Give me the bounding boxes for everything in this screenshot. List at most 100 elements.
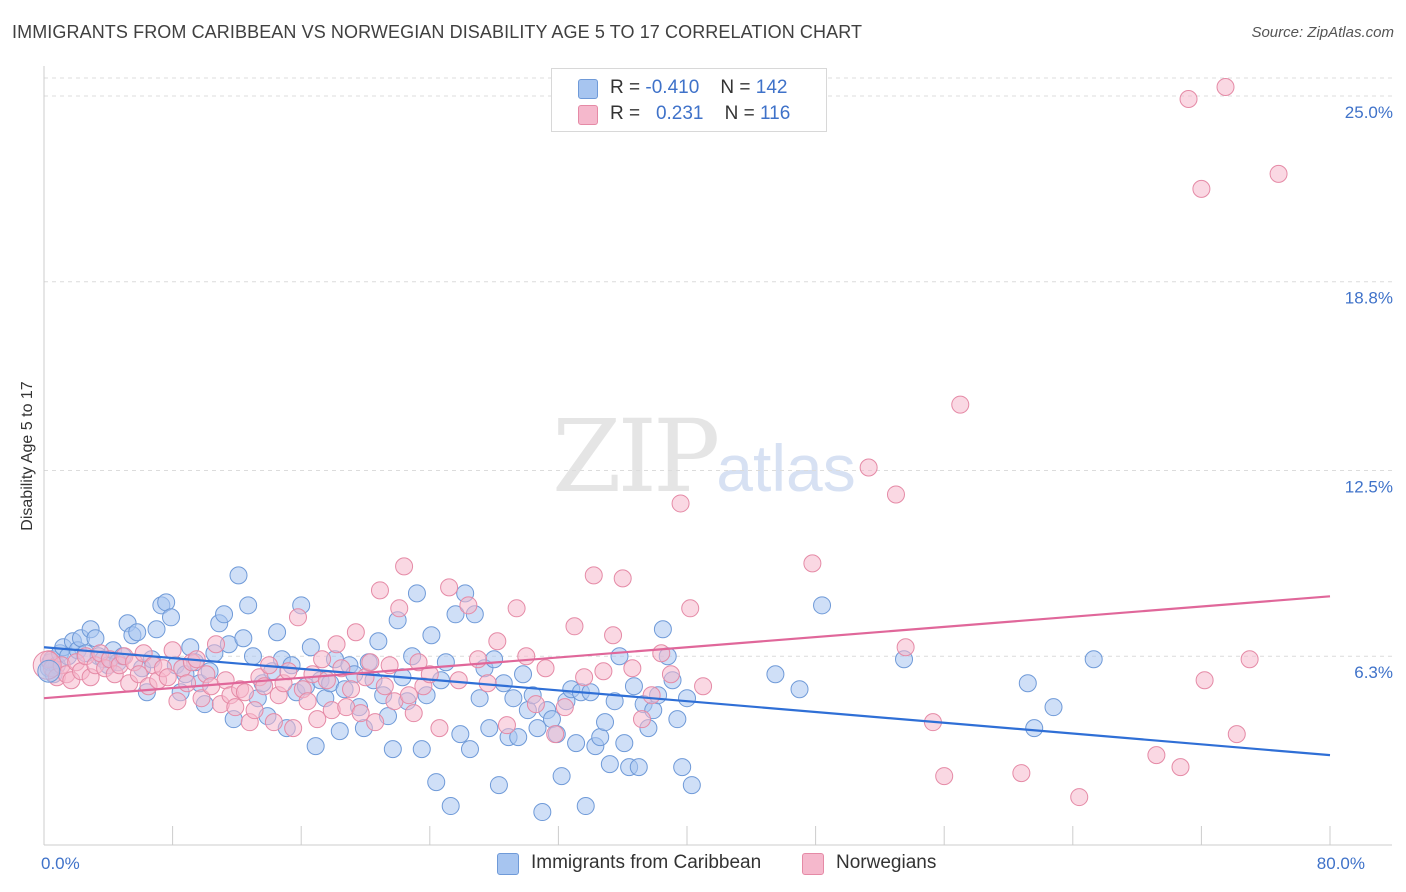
bottom-legend-label-norwegians: Norwegians bbox=[836, 852, 937, 873]
point-caribbean bbox=[157, 593, 176, 612]
point-caribbean bbox=[147, 620, 166, 639]
point-caribbean bbox=[229, 566, 248, 585]
point-caribbean bbox=[215, 605, 234, 624]
point-caribbean bbox=[682, 776, 701, 795]
point-caribbean bbox=[412, 740, 431, 759]
legend-n-value: 116 bbox=[760, 103, 791, 124]
stats-legend: R = -0.410 N = 142 R = 0.231 N = 116 bbox=[551, 68, 827, 132]
point-norwegian bbox=[440, 578, 459, 597]
point-norwegian bbox=[390, 599, 409, 618]
bottom-legend-swatch-caribbean bbox=[497, 853, 519, 875]
chart-title: IMMIGRANTS FROM CARIBBEAN VS NORWEGIAN D… bbox=[12, 22, 863, 42]
watermark-atlas: atlas bbox=[716, 431, 856, 505]
point-caribbean bbox=[436, 653, 455, 672]
point-norwegian bbox=[298, 692, 317, 711]
point-norwegian bbox=[216, 671, 235, 690]
point-norwegian bbox=[681, 599, 700, 618]
point-norwegian bbox=[366, 713, 385, 732]
point-norwegian bbox=[1147, 746, 1166, 765]
point-norwegian bbox=[235, 683, 254, 702]
point-norwegian bbox=[632, 710, 651, 729]
point-norwegian bbox=[375, 677, 394, 696]
trendline-caribbean bbox=[43, 646, 1331, 757]
point-norwegian bbox=[192, 689, 211, 708]
point-norwegian bbox=[284, 719, 303, 738]
point-caribbean bbox=[542, 710, 561, 729]
point-norwegian bbox=[342, 680, 361, 699]
point-caribbean bbox=[528, 719, 547, 738]
point-norwegian bbox=[1240, 650, 1259, 669]
point-caribbean bbox=[567, 734, 586, 753]
y-axis-label: Disability Age 5 to 17 bbox=[19, 381, 36, 531]
point-norwegian bbox=[526, 695, 545, 714]
legend-n-value: 142 bbox=[755, 77, 788, 98]
point-norwegian bbox=[594, 662, 613, 681]
point-norwegian bbox=[1192, 179, 1211, 198]
point-norwegian bbox=[279, 662, 298, 681]
point-norwegian bbox=[245, 701, 264, 720]
point-caribbean bbox=[422, 626, 441, 645]
point-caribbean bbox=[533, 803, 552, 822]
point-norwegian bbox=[613, 569, 632, 588]
point-caribbean bbox=[653, 620, 672, 639]
point-norwegian bbox=[1070, 788, 1089, 807]
point-norwegian bbox=[308, 710, 327, 729]
point-norwegian bbox=[661, 665, 680, 684]
point-norwegian bbox=[395, 557, 414, 576]
point-caribbean bbox=[86, 629, 105, 648]
point-norwegian bbox=[430, 719, 449, 738]
point-norwegian bbox=[404, 704, 423, 723]
point-norwegian bbox=[1179, 89, 1198, 108]
bottom-legend-swatch-norwegians bbox=[802, 853, 824, 875]
point-caribbean bbox=[1025, 719, 1044, 738]
point-norwegian bbox=[517, 647, 536, 666]
point-norwegian bbox=[555, 698, 574, 717]
point-norwegian bbox=[488, 632, 507, 651]
point-norwegian bbox=[497, 716, 516, 735]
point-norwegian bbox=[604, 626, 623, 645]
point-norwegian bbox=[935, 767, 954, 786]
point-norwegian bbox=[896, 638, 915, 657]
point-caribbean bbox=[441, 797, 460, 816]
point-caribbean bbox=[239, 596, 258, 615]
point-caribbean bbox=[451, 725, 470, 744]
point-caribbean bbox=[485, 650, 504, 669]
point-caribbean bbox=[243, 647, 262, 666]
point-caribbean bbox=[766, 665, 785, 684]
point-caribbean bbox=[330, 722, 349, 741]
point-caribbean bbox=[678, 689, 696, 708]
point-caribbean bbox=[790, 680, 809, 699]
point-caribbean bbox=[813, 596, 832, 615]
point-caribbean bbox=[624, 677, 643, 696]
legend-swatch-caribbean bbox=[578, 79, 598, 99]
point-norwegian bbox=[1269, 164, 1288, 183]
point-caribbean bbox=[591, 728, 610, 747]
point-caribbean bbox=[673, 758, 692, 777]
point-norwegian bbox=[178, 674, 197, 693]
point-caribbean bbox=[1044, 698, 1063, 717]
point-norwegian bbox=[1012, 764, 1031, 783]
point-norwegian bbox=[565, 617, 584, 636]
point-caribbean bbox=[446, 605, 465, 624]
point-caribbean bbox=[605, 692, 624, 711]
point-norwegian bbox=[361, 653, 380, 672]
point-caribbean bbox=[576, 797, 595, 816]
point-caribbean bbox=[37, 659, 61, 683]
point-caribbean bbox=[615, 734, 634, 753]
legend-r-label: R = bbox=[610, 103, 641, 124]
point-caribbean bbox=[470, 689, 489, 708]
legend-n-label: N = bbox=[720, 77, 751, 98]
legend-text-caribbean: R = -0.410 N = 142 bbox=[610, 77, 787, 99]
point-norwegian bbox=[322, 701, 341, 720]
point-caribbean bbox=[1084, 650, 1103, 669]
point-caribbean bbox=[427, 773, 446, 792]
point-norwegian bbox=[886, 485, 905, 504]
point-caribbean bbox=[514, 665, 533, 684]
point-caribbean bbox=[306, 737, 325, 756]
point-norwegian bbox=[584, 566, 603, 585]
point-norwegian bbox=[1227, 725, 1246, 744]
point-caribbean bbox=[407, 584, 426, 603]
point-norwegian bbox=[129, 665, 148, 684]
watermark-zip: ZIP bbox=[552, 398, 720, 515]
